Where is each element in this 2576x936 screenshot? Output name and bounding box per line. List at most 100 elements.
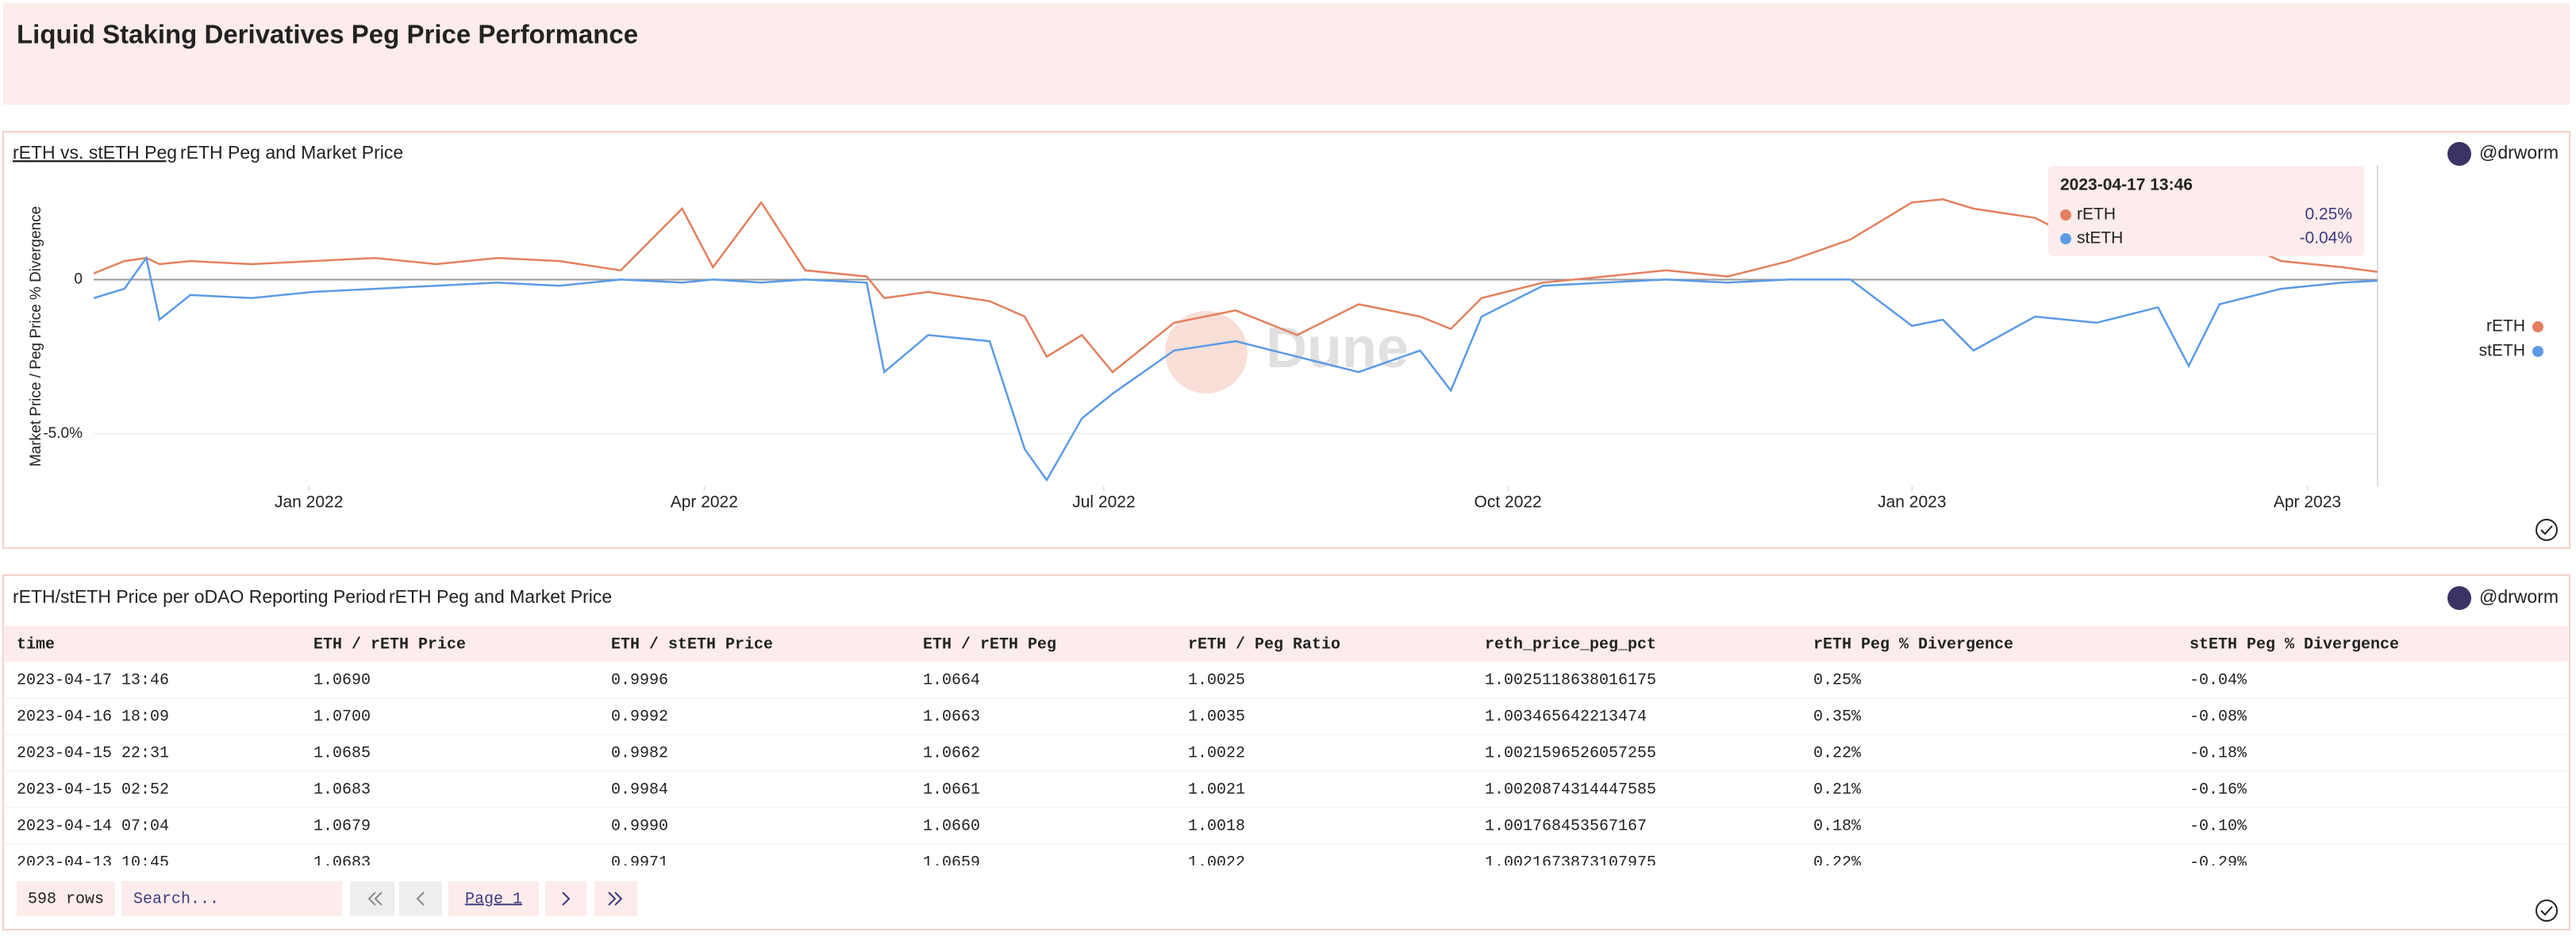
table-cell: 1.0018	[1188, 817, 1245, 835]
row-count: 598 rows	[28, 890, 104, 908]
table-cell: 2023-04-15 02:52	[17, 781, 169, 799]
x-tick-label: Jan 2022	[275, 493, 343, 512]
tooltip-box	[2048, 166, 2364, 256]
line-series	[93, 198, 2378, 374]
next-page-icon	[562, 892, 571, 906]
table-cell: -0.10%	[2190, 817, 2247, 835]
table-cell: 1.0690	[313, 671, 371, 689]
page-label[interactable]: Page 1	[465, 890, 522, 908]
table-cell: 1.0662	[923, 744, 980, 762]
table-cell: 1.0660	[923, 817, 980, 835]
table-cell: -0.16%	[2190, 781, 2247, 799]
tooltip-value: 0.25%	[2305, 205, 2352, 224]
prev-page-button[interactable]	[399, 881, 442, 916]
table-cell: 1.0683	[313, 781, 371, 799]
x-tick-label: Apr 2022	[671, 493, 738, 512]
table-cell: 1.0021673873107975	[1485, 854, 1656, 872]
table-cell: -0.18%	[2190, 744, 2247, 762]
table-cell: 1.0683	[313, 854, 371, 872]
watermark-text: Dune	[1266, 316, 1409, 380]
legend-label: rETH	[2486, 317, 2525, 336]
table-cell: 2023-04-14 07:04	[17, 817, 169, 835]
chart-author[interactable]: @drworm	[2479, 142, 2559, 163]
table-cell: 0.9982	[611, 744, 668, 762]
y-tick-label: -5.0%	[43, 425, 83, 442]
table-cell: 1.0022	[1188, 854, 1245, 872]
column-header[interactable]: ETH / rETH Peg	[923, 635, 1056, 654]
table-cell: 0.22%	[1813, 744, 1862, 762]
column-header[interactable]: ETH / stETH Price	[611, 635, 773, 654]
table-cell: 1.0025118638016175	[1485, 671, 1656, 689]
table-cell: 1.0700	[313, 708, 371, 726]
tooltip-marker	[2060, 209, 2071, 221]
table-header-row	[5, 626, 2568, 662]
tooltip-marker	[2060, 233, 2071, 244]
last-page-icon	[608, 892, 623, 906]
plot: 0 -5.0% Jan 2022 Apr 2022 Jul 2022 Oct 2022 Ja…	[43, 165, 2543, 512]
table-cell: 0.22%	[1813, 854, 1862, 872]
search-box[interactable]	[121, 881, 342, 916]
header-band	[3, 3, 2570, 105]
table-cell: 1.0679	[313, 817, 371, 835]
table-cell: 0.9971	[611, 854, 668, 872]
table-cell: 0.9984	[611, 781, 668, 799]
column-header[interactable]: rETH Peg % Divergence	[1813, 635, 2013, 654]
table-cell: 0.21%	[1813, 781, 1862, 799]
table-cell: 0.9996	[611, 671, 668, 689]
table-cell: -0.29%	[2190, 854, 2247, 872]
x-tick-label: Apr 2023	[2274, 493, 2341, 512]
table-body: 2023-04-17 13:46 1.0690 0.9996 1.0664 1.0025…	[5, 671, 2568, 872]
prev-page-icon	[416, 892, 425, 906]
status-icon	[2536, 519, 2558, 541]
table-cell: 0.9992	[611, 708, 668, 726]
table-cell: 1.003465642213474	[1485, 708, 1647, 726]
table-cell: 1.001768453567167	[1485, 817, 1647, 835]
first-page-icon	[367, 892, 383, 906]
author-avatar	[2447, 586, 2471, 610]
column-header[interactable]: time	[17, 635, 55, 654]
legend-marker	[2532, 321, 2543, 332]
legend-marker	[2532, 346, 2543, 357]
table-cell: 1.0661	[923, 781, 980, 799]
status-icon	[2536, 900, 2558, 922]
first-page-button[interactable]	[350, 881, 394, 916]
status-check	[2540, 906, 2553, 916]
search-placeholder[interactable]: Search...	[133, 890, 219, 908]
column-header[interactable]: ETH / rETH Price	[313, 635, 466, 654]
tooltip: 2023-04-17 13:46 rETH 0.25% stETH -0.04%	[2048, 166, 2364, 256]
table-cell: 1.0021	[1188, 781, 1245, 799]
table-cell: 0.18%	[1813, 817, 1862, 835]
column-header[interactable]: rETH / Peg Ratio	[1188, 635, 1340, 654]
watermark-logo	[1165, 311, 1248, 393]
table-title: rETH/stETH Price per oDAO Reporting Peri…	[13, 586, 386, 607]
page-button[interactable]	[448, 881, 539, 916]
row-count-box	[17, 881, 115, 916]
column-header[interactable]: stETH Peg % Divergence	[2190, 635, 2399, 654]
table-cell: 1.0035	[1188, 708, 1245, 726]
table-subtitle: rETH Peg and Market Price	[389, 586, 612, 607]
tooltip-series: stETH	[2077, 229, 2123, 247]
table-cell: -0.08%	[2190, 708, 2247, 726]
chart-title[interactable]: rETH vs. stETH Peg	[13, 142, 177, 163]
tooltip-date: 2023-04-17 13:46	[2060, 176, 2193, 194]
table-cell: 0.35%	[1813, 708, 1862, 726]
table-author[interactable]: @drworm	[2479, 586, 2559, 607]
table-cell: 2023-04-17 13:46	[17, 671, 169, 689]
table-cell: 0.9990	[611, 817, 668, 835]
dashboard-title: Liquid Staking Derivatives Peg Price Per…	[17, 20, 638, 49]
table-cell: 1.0022	[1188, 744, 1245, 762]
line-series	[93, 255, 2378, 482]
tooltip-series: rETH	[2077, 205, 2116, 224]
legend-label: stETH	[2479, 342, 2525, 360]
x-tick-label: Jul 2022	[1072, 493, 1135, 512]
table-cell: 0.25%	[1813, 671, 1862, 689]
table-cell: 1.0663	[923, 708, 980, 726]
next-page-button[interactable]	[545, 881, 586, 916]
y-tick-label: 0	[74, 270, 83, 287]
column-header[interactable]: reth_price_peg_pct	[1485, 635, 1656, 654]
table-cell: -0.04%	[2190, 671, 2247, 689]
watermark: Dune	[1165, 311, 1409, 393]
table-cell: 1.0685	[313, 744, 371, 762]
author-avatar	[2447, 142, 2471, 166]
